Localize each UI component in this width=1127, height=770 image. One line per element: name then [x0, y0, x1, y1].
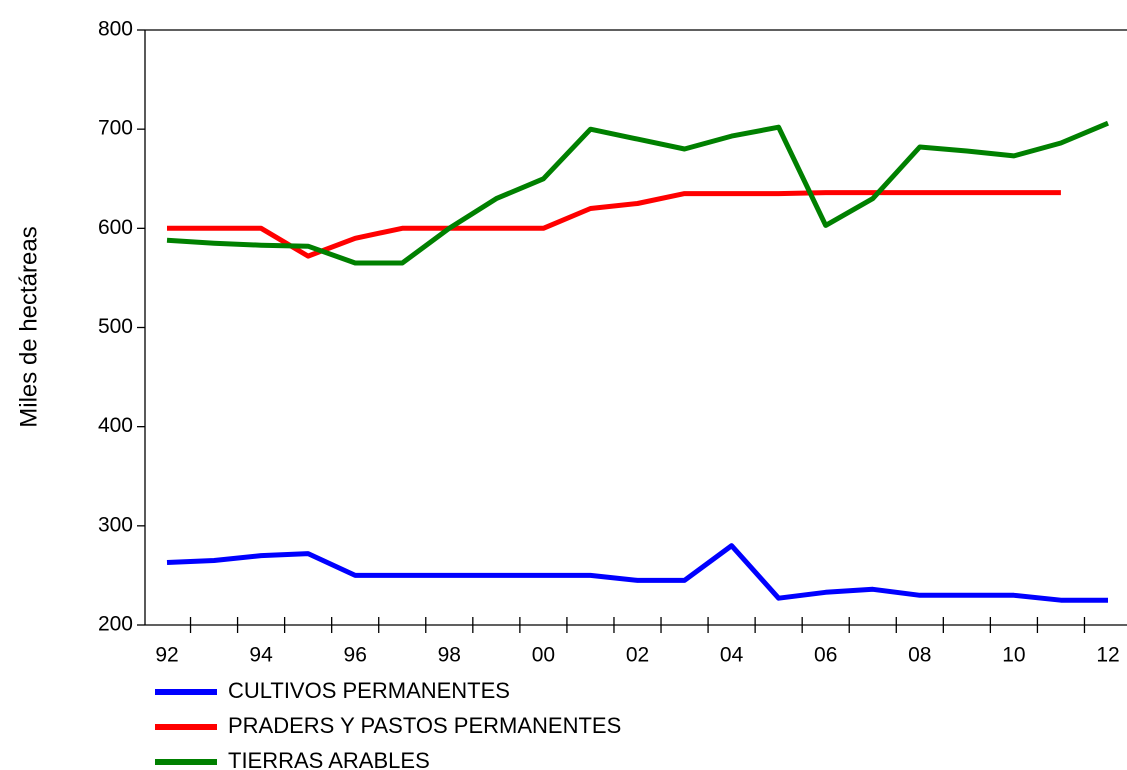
x-tick-label: 04	[720, 644, 744, 667]
y-axis-label: Miles de hectáreas	[15, 226, 42, 427]
y-tick-label: 300	[98, 513, 133, 536]
x-tick-label: 12	[1096, 644, 1119, 667]
legend-label: PRADERS Y PASTOS PERMANENTES	[228, 713, 621, 738]
x-tick-label: 06	[814, 644, 837, 667]
x-tick-label: 10	[1002, 644, 1025, 667]
y-tick-label: 400	[98, 414, 133, 437]
x-tick-label: 94	[249, 644, 273, 667]
y-tick-label: 200	[98, 613, 133, 636]
series-line	[166, 543, 1108, 603]
x-tick-label: 92	[155, 644, 178, 667]
x-tick-label: 96	[344, 644, 367, 667]
y-tick-label: 600	[98, 216, 133, 239]
x-tick-label: 98	[438, 644, 461, 667]
series-line	[167, 190, 1061, 259]
series-line	[166, 120, 1109, 266]
legend-label: CULTIVOS PERMANENTES	[228, 678, 510, 703]
y-tick-label: 700	[98, 117, 133, 140]
x-tick-label: 08	[908, 644, 931, 667]
x-tick-label: 02	[626, 644, 649, 667]
legend-label: TIERRAS ARABLES	[228, 748, 430, 770]
y-tick-label: 500	[98, 315, 133, 338]
y-tick-label: 800	[98, 18, 133, 41]
x-tick-label: 00	[532, 644, 555, 667]
